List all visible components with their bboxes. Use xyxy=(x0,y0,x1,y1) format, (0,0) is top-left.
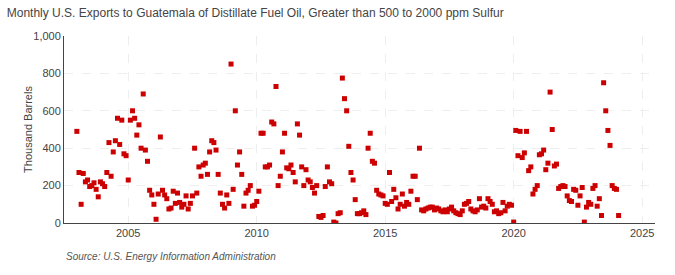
svg-text:2005: 2005 xyxy=(116,227,140,239)
svg-text:400: 400 xyxy=(42,142,60,154)
svg-text:Thousand Barrels: Thousand Barrels xyxy=(22,86,34,173)
svg-text:2010: 2010 xyxy=(244,227,268,239)
svg-text:Monthly U.S. Exports to Guatem: Monthly U.S. Exports to Guatemala of Dis… xyxy=(7,6,504,20)
svg-text:2015: 2015 xyxy=(373,227,397,239)
svg-text:0: 0 xyxy=(55,217,61,229)
svg-text:200: 200 xyxy=(42,179,60,191)
svg-text:800: 800 xyxy=(42,67,60,79)
svg-text:2025: 2025 xyxy=(630,227,654,239)
svg-text:2020: 2020 xyxy=(501,227,525,239)
svg-text:1,000: 1,000 xyxy=(33,30,61,42)
svg-text:Source: U.S. Energy Informatio: Source: U.S. Energy Information Administ… xyxy=(66,251,276,262)
svg-text:600: 600 xyxy=(42,105,60,117)
